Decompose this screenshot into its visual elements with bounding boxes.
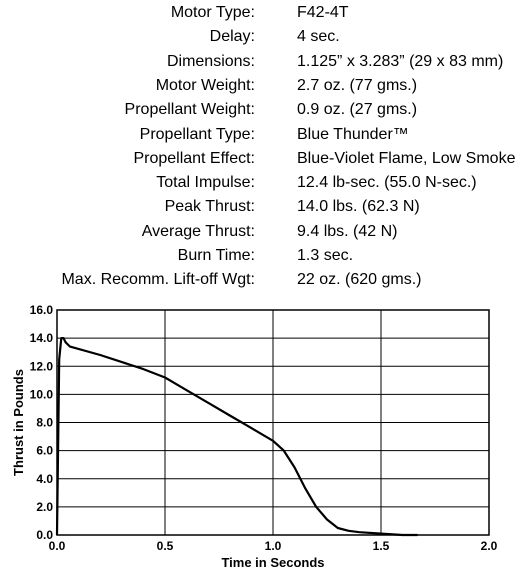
spec-value: 1.3 sec. [297,247,354,264]
spec-row: Dimensions: 1.125” x 3.283” (29 x 83 mm) [0,50,524,74]
chart-grid [56,309,490,536]
spec-row: Motor Weight: 2.7 oz. (77 gms.) [0,74,524,98]
x-axis-title: Time in Seconds [221,555,324,570]
spec-label: Max. Recomm. Lift-off Wgt: [61,271,255,289]
spec-label: Peak Thrust: [164,198,255,216]
spec-value: 12.4 lb-sec. (55.0 N-sec.) [297,174,477,192]
y-axis-title: Thrust in Pounds [11,369,26,476]
spec-row: Peak Thrust: 14.0 lbs. (62.3 N) [0,195,524,219]
spec-value: 9.4 lbs. (42 N) [297,222,398,240]
y-tick-label: 2.0 [36,500,53,514]
spec-row: Propellant Type: Blue Thunder™ [0,123,524,147]
spec-value: 4 sec. [297,28,340,46]
spec-label: Motor Weight: [155,76,255,94]
y-tick-label: 16.0 [30,303,54,317]
spec-row: Propellant Weight: 0.9 oz. (27 gms.) [0,98,524,122]
y-tick-label: 10.0 [30,387,54,401]
y-tick-labels: 0.0 2.0 4.0 6.0 8.0 10.0 12.0 14.0 16.0 [30,303,54,542]
plot-frame [56,309,490,536]
spec-value: 2.7 oz. (77 gms.) [297,76,418,94]
spec-value: 22 oz. (620 gms.) [297,271,422,289]
spec-row: Propellant Effect: Blue-Violet Flame, Low… [0,147,524,171]
spec-label: Motor Type: [170,4,255,21]
spec-value: F42-4T [297,4,349,21]
x-tick-label: 1.5 [373,539,390,553]
spec-label: Total Impulse: [156,174,255,192]
y-tick-label: 4.0 [36,472,53,486]
spec-label: Dimensions: [166,52,255,70]
x-tick-label: 0.0 [49,539,66,553]
spec-row: Motor Type: F42-4T [0,1,524,25]
y-tick-label: 12.0 [30,359,54,373]
spec-label: Propellant Effect: [133,149,255,167]
spec-value: 0.9 oz. (27 gms.) [297,101,418,119]
y-tick-label: 6.0 [36,444,53,458]
spec-row: Max. Recomm. Lift-off Wgt: 22 oz. (620 gm… [0,268,524,292]
x-tick-label: 0.5 [157,539,174,553]
spec-label: Burn Time: [177,247,255,264]
spec-label: Propellant Weight: [124,101,255,119]
spec-value: 14.0 lbs. (62.3 N) [297,198,420,216]
spec-value: Blue Thunder™ [297,125,409,143]
x-tick-labels: 0.0 0.5 1.0 1.5 2.0 [49,539,498,553]
spec-value: 1.125” x 3.283” (29 x 83 mm) [297,52,504,70]
y-tick-label: 8.0 [36,416,53,430]
spec-row: Average Thrust: 9.4 lbs. (42 N) [0,220,524,244]
spec-label: Average Thrust: [141,222,255,240]
thrust-curve-line [55,337,418,537]
y-tick-label: 0.0 [36,528,53,542]
spec-label: Delay: [209,28,255,46]
y-tick-label: 14.0 [30,331,54,345]
spec-row: Delay: 4 sec. [0,25,524,49]
spec-row: Total Impulse: 12.4 lb-sec. (55.0 N-sec.) [0,171,524,195]
x-tick-label: 1.0 [265,539,282,553]
spec-value: Blue-Violet Flame, Low Smoke [297,149,516,167]
spec-row: Burn Time: 1.3 sec. [0,244,524,268]
spec-label: Propellant Type: [139,125,255,143]
x-tick-label: 2.0 [481,539,498,553]
